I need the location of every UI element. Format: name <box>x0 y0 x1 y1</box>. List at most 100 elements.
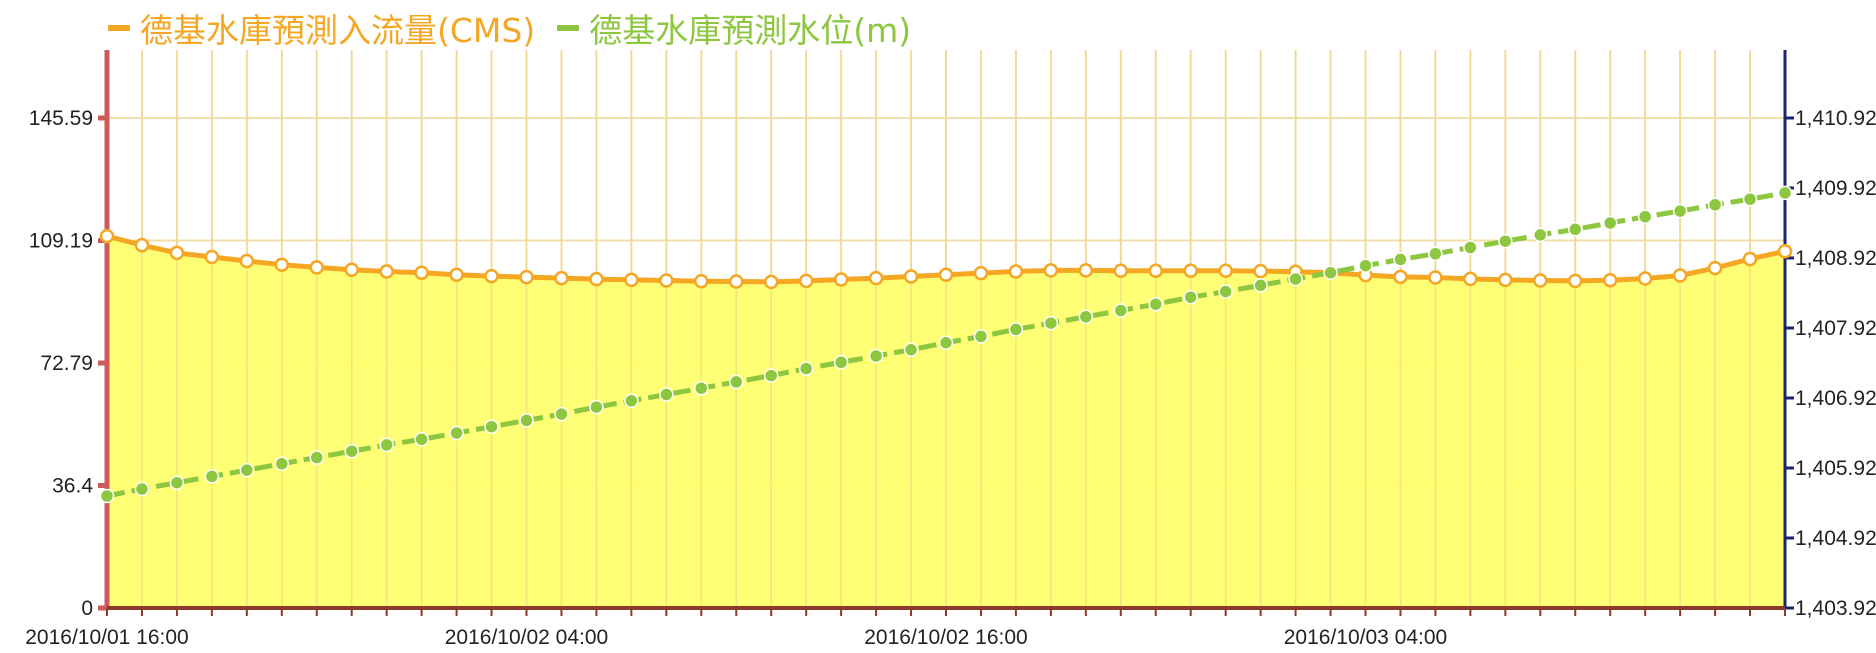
data-point-inflow[interactable] <box>1394 271 1406 283</box>
data-point-water-level[interactable] <box>1079 310 1092 323</box>
data-point-water-level[interactable] <box>1394 253 1407 266</box>
data-point-water-level[interactable] <box>1149 298 1162 311</box>
data-point-water-level[interactable] <box>1324 266 1337 279</box>
data-point-water-level[interactable] <box>310 451 323 464</box>
data-point-inflow[interactable] <box>765 276 777 288</box>
data-point-water-level[interactable] <box>1499 235 1512 248</box>
data-point-water-level[interactable] <box>345 445 358 458</box>
data-point-inflow[interactable] <box>905 270 917 282</box>
data-point-water-level[interactable] <box>1744 193 1757 206</box>
data-point-inflow[interactable] <box>1185 265 1197 277</box>
data-point-water-level[interactable] <box>101 490 114 503</box>
data-point-inflow[interactable] <box>1429 271 1441 283</box>
data-point-water-level[interactable] <box>1254 279 1267 292</box>
data-point-water-level[interactable] <box>800 362 813 375</box>
data-point-water-level[interactable] <box>730 375 743 388</box>
data-point-inflow[interactable] <box>1080 264 1092 276</box>
data-point-inflow[interactable] <box>1499 274 1511 286</box>
data-point-water-level[interactable] <box>1009 323 1022 336</box>
data-point-water-level[interactable] <box>590 401 603 414</box>
data-point-inflow[interactable] <box>381 265 393 277</box>
data-point-water-level[interactable] <box>1359 259 1372 272</box>
data-point-water-level[interactable] <box>1184 291 1197 304</box>
data-point-inflow[interactable] <box>1255 265 1267 277</box>
data-point-inflow[interactable] <box>1779 245 1791 257</box>
data-point-inflow[interactable] <box>1674 269 1686 281</box>
data-point-water-level[interactable] <box>1639 210 1652 223</box>
right-tick-label: 1,403.92 <box>1795 597 1876 620</box>
data-point-water-level[interactable] <box>240 464 253 477</box>
data-point-inflow[interactable] <box>975 267 987 279</box>
data-point-inflow[interactable] <box>1045 264 1057 276</box>
data-point-inflow[interactable] <box>136 239 148 251</box>
data-point-water-level[interactable] <box>1429 247 1442 260</box>
data-point-inflow[interactable] <box>590 273 602 285</box>
left-tick-label: 145.59 <box>29 107 93 130</box>
data-point-inflow[interactable] <box>870 272 882 284</box>
data-point-inflow[interactable] <box>1534 275 1546 287</box>
data-point-inflow[interactable] <box>835 274 847 286</box>
data-point-water-level[interactable] <box>1464 241 1477 254</box>
data-point-inflow[interactable] <box>1744 253 1756 265</box>
data-point-water-level[interactable] <box>870 350 883 363</box>
data-point-water-level[interactable] <box>1114 304 1127 317</box>
data-point-water-level[interactable] <box>205 470 218 483</box>
data-point-inflow[interactable] <box>1604 274 1616 286</box>
left-tick-label: 0 <box>81 597 93 620</box>
data-point-inflow[interactable] <box>625 274 637 286</box>
data-point-water-level[interactable] <box>974 330 987 343</box>
data-point-inflow[interactable] <box>346 264 358 276</box>
data-point-water-level[interactable] <box>765 369 778 382</box>
data-point-inflow[interactable] <box>1115 265 1127 277</box>
data-point-water-level[interactable] <box>695 382 708 395</box>
data-point-inflow[interactable] <box>1010 265 1022 277</box>
data-point-inflow[interactable] <box>486 270 498 282</box>
data-point-water-level[interactable] <box>450 427 463 440</box>
data-point-inflow[interactable] <box>241 255 253 267</box>
right-tick-label: 1,405.92 <box>1795 457 1876 480</box>
data-point-inflow[interactable] <box>555 272 567 284</box>
data-point-inflow[interactable] <box>695 275 707 287</box>
data-point-water-level[interactable] <box>625 394 638 407</box>
data-point-inflow[interactable] <box>451 269 463 281</box>
data-point-inflow[interactable] <box>521 271 533 283</box>
data-point-inflow[interactable] <box>311 261 323 273</box>
data-point-water-level[interactable] <box>905 343 918 356</box>
right-tick-label: 1,408.92 <box>1795 247 1876 270</box>
data-point-water-level[interactable] <box>1604 217 1617 230</box>
data-point-water-level[interactable] <box>1219 285 1232 298</box>
data-point-inflow[interactable] <box>1639 273 1651 285</box>
data-point-inflow[interactable] <box>1709 262 1721 274</box>
data-point-water-level[interactable] <box>415 433 428 446</box>
data-point-water-level[interactable] <box>1709 198 1722 211</box>
data-point-inflow[interactable] <box>276 259 288 271</box>
data-point-water-level[interactable] <box>660 388 673 401</box>
data-point-water-level[interactable] <box>1674 205 1687 218</box>
data-point-water-level[interactable] <box>485 420 498 433</box>
data-point-inflow[interactable] <box>1150 265 1162 277</box>
data-point-water-level[interactable] <box>135 483 148 496</box>
data-point-inflow[interactable] <box>416 267 428 279</box>
data-point-inflow[interactable] <box>800 275 812 287</box>
data-point-water-level[interactable] <box>1044 317 1057 330</box>
data-point-water-level[interactable] <box>1289 273 1302 286</box>
data-point-water-level[interactable] <box>1569 223 1582 236</box>
data-point-inflow[interactable] <box>730 276 742 288</box>
data-point-inflow[interactable] <box>660 275 672 287</box>
data-point-water-level[interactable] <box>520 414 533 427</box>
data-point-inflow[interactable] <box>1220 265 1232 277</box>
data-point-inflow[interactable] <box>206 251 218 263</box>
data-point-water-level[interactable] <box>835 356 848 369</box>
data-point-water-level[interactable] <box>275 457 288 470</box>
data-point-water-level[interactable] <box>555 408 568 421</box>
data-point-inflow[interactable] <box>940 269 952 281</box>
data-point-inflow[interactable] <box>171 247 183 259</box>
data-point-water-level[interactable] <box>170 476 183 489</box>
data-point-water-level[interactable] <box>1779 186 1792 199</box>
data-point-water-level[interactable] <box>940 336 953 349</box>
data-point-water-level[interactable] <box>380 438 393 451</box>
data-point-inflow[interactable] <box>101 230 113 242</box>
data-point-water-level[interactable] <box>1534 228 1547 241</box>
data-point-inflow[interactable] <box>1569 275 1581 287</box>
data-point-inflow[interactable] <box>1464 273 1476 285</box>
